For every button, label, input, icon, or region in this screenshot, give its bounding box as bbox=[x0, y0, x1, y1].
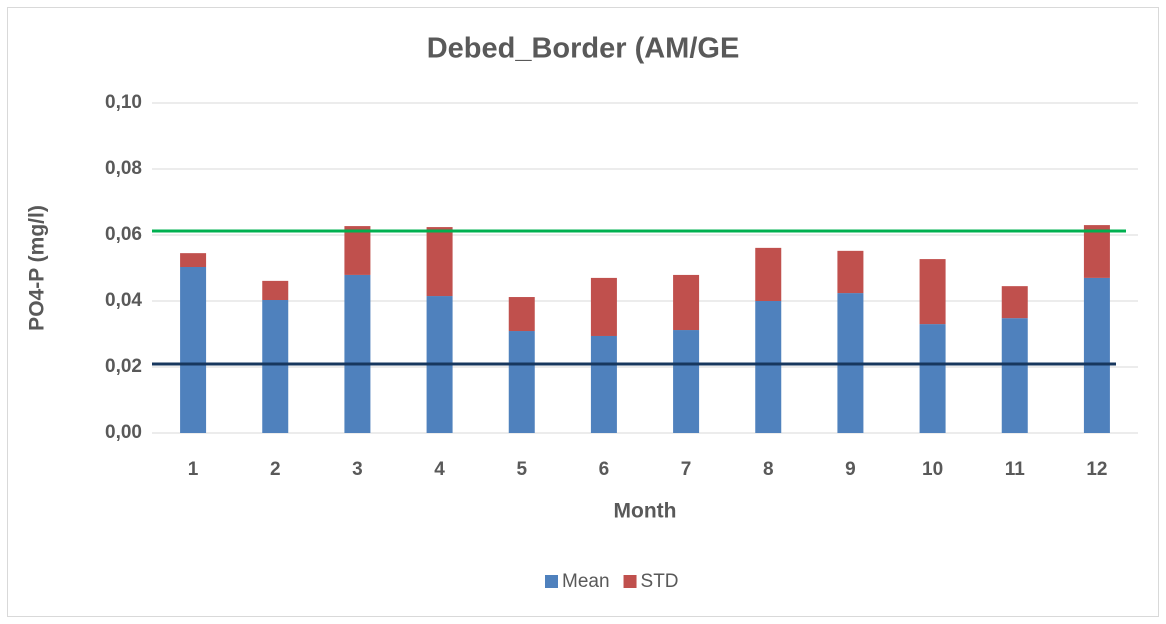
bar-segment bbox=[1083, 225, 1110, 278]
bar-segment bbox=[755, 301, 782, 433]
y-tick-label: 0,10 bbox=[105, 92, 142, 113]
bar-segment bbox=[180, 267, 207, 433]
legend-label: STD bbox=[641, 571, 679, 592]
x-axis-label: Month bbox=[614, 500, 677, 523]
y-tick-label: 0,06 bbox=[105, 224, 142, 245]
bar-segment bbox=[755, 247, 782, 301]
y-tick-label: 0,04 bbox=[105, 290, 142, 311]
x-tick-label: 5 bbox=[516, 459, 527, 480]
y-tick-label: 0,02 bbox=[105, 356, 142, 377]
y-tick-label: 0,08 bbox=[105, 158, 142, 179]
y-axis-label: PO4-P (mg/l) bbox=[26, 205, 49, 331]
x-tick-label: 2 bbox=[270, 459, 281, 480]
y-tick-label: 0,00 bbox=[105, 422, 142, 443]
x-tick-label: 7 bbox=[681, 459, 692, 480]
bar-segment bbox=[673, 330, 700, 433]
bar-segment bbox=[1083, 277, 1110, 433]
bar-segment bbox=[673, 274, 700, 331]
legend-label: Mean bbox=[562, 571, 610, 592]
bar-segment bbox=[262, 300, 289, 433]
bar-segment bbox=[180, 253, 207, 268]
bar-segment bbox=[344, 274, 371, 433]
x-tick-label: 4 bbox=[434, 459, 445, 480]
x-tick-label: 6 bbox=[599, 459, 610, 480]
bar-segment bbox=[426, 227, 453, 297]
legend-swatch bbox=[545, 575, 558, 588]
bar-segment bbox=[590, 277, 617, 336]
bar-segment bbox=[1001, 286, 1028, 319]
bar-segment bbox=[919, 259, 946, 325]
x-tick-label: 11 bbox=[1005, 459, 1026, 480]
x-tick-label: 9 bbox=[845, 459, 856, 480]
bar-segment bbox=[508, 297, 535, 332]
bar-segment bbox=[262, 280, 289, 301]
x-tick-label: 10 bbox=[922, 459, 943, 480]
bar-segment bbox=[837, 250, 864, 294]
bar-segment bbox=[344, 226, 371, 275]
chart-title: Debed_Border (AM/GE bbox=[427, 33, 740, 65]
legend-swatch bbox=[623, 575, 637, 588]
bar-segment bbox=[590, 335, 617, 433]
bar-segment bbox=[1001, 318, 1028, 433]
x-tick-label: 12 bbox=[1086, 459, 1107, 480]
bar-segment bbox=[508, 331, 535, 433]
bar-segment bbox=[919, 324, 946, 433]
x-tick-label: 1 bbox=[188, 459, 199, 480]
x-tick-label: 3 bbox=[352, 459, 363, 480]
x-tick-label: 8 bbox=[763, 459, 774, 480]
